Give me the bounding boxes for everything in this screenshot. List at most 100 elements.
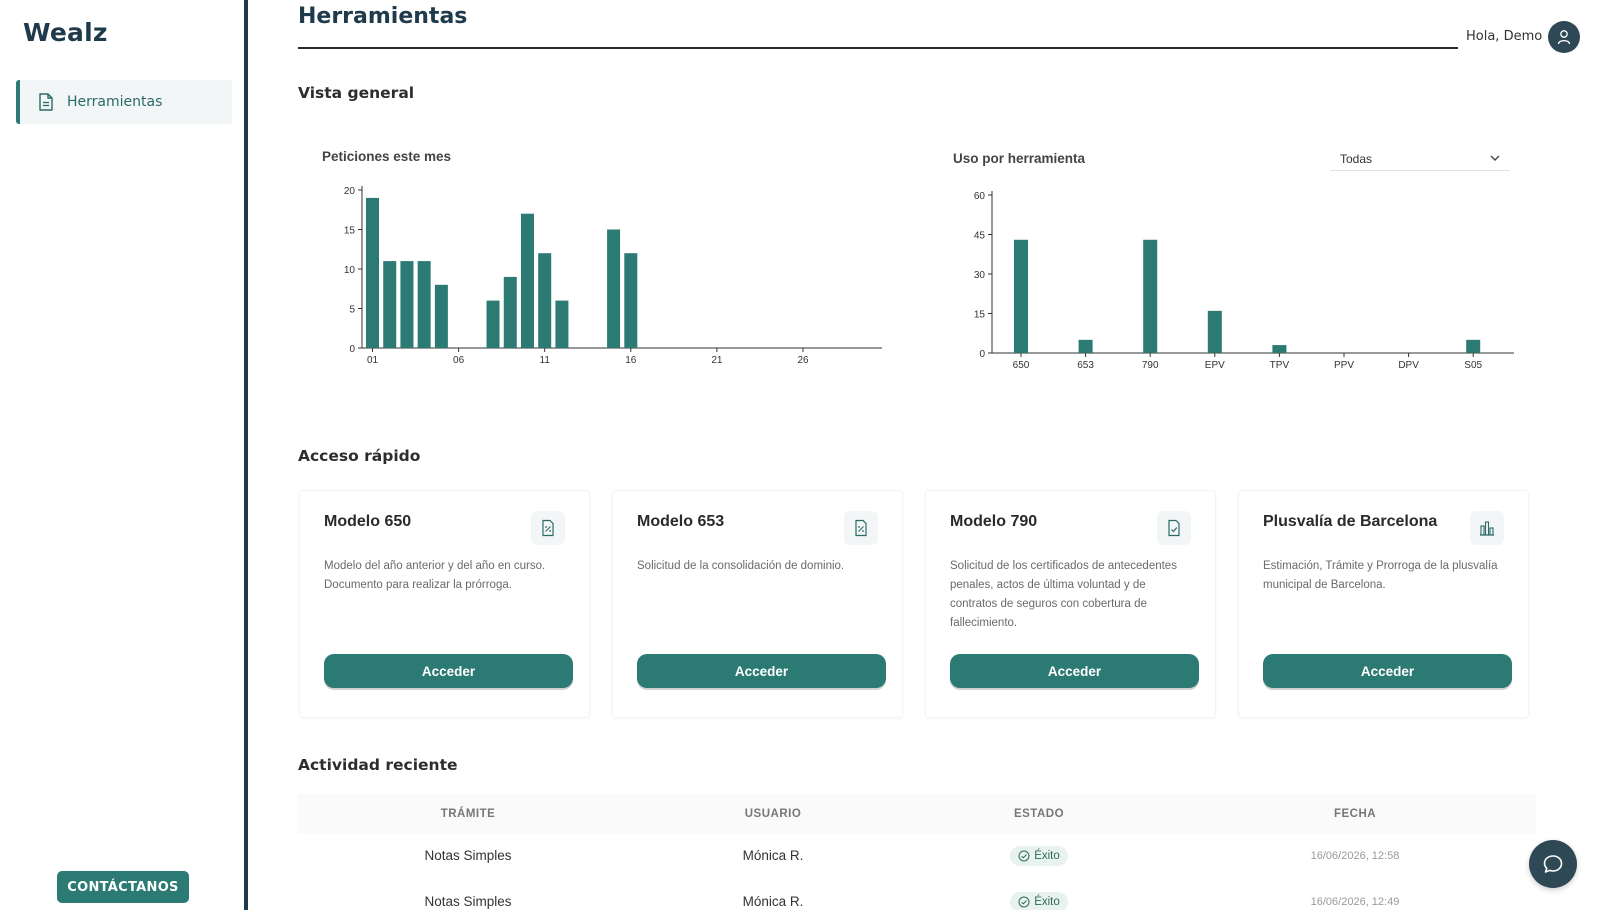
cell-fecha: 16/06/2026, 12:58	[1310, 850, 1400, 862]
table-row[interactable]: Notas Simples Mónica R. Éxito 16/06/2026…	[298, 879, 1536, 910]
card-description: Solicitud de la consolidación de dominio…	[637, 560, 845, 572]
quick-access-card: Modelo 653 Solicitud de la consolidación…	[612, 490, 903, 718]
bar	[434, 284, 448, 348]
chat-bubble-icon	[1543, 855, 1563, 873]
section-overview-title: Vista general	[298, 84, 415, 102]
y-tick-label: 45	[974, 231, 986, 242]
y-tick-label: 5	[349, 305, 355, 316]
chat-button[interactable]	[1529, 840, 1577, 888]
x-tick-label: EPV	[1205, 360, 1225, 371]
bar	[538, 253, 552, 348]
check-circle-icon	[1018, 896, 1030, 908]
bar	[383, 261, 397, 348]
x-tick-label: S05	[1464, 360, 1482, 371]
x-tick-label: 653	[1077, 360, 1094, 371]
card-title: Modelo 790	[950, 513, 1038, 530]
x-tick-label: 16	[625, 355, 637, 366]
x-tick-label: 790	[1142, 360, 1159, 371]
requests-chart-title: Peticiones este mes	[322, 149, 452, 164]
table-row[interactable]: Notas Simples Mónica R. Éxito 16/06/2026…	[298, 833, 1536, 879]
column-header-fecha[interactable]: FECHA	[1333, 808, 1377, 820]
cell-tramite: Notas Simples	[424, 848, 512, 863]
column-header-estado[interactable]: ESTADO	[1013, 808, 1065, 820]
bar	[1207, 310, 1222, 353]
y-tick-label: 60	[974, 191, 986, 202]
section-quick-access-title: Acceso rápido	[298, 447, 421, 465]
x-tick-label: 650	[1013, 360, 1030, 371]
sidebar-item-herramientas[interactable]: Herramientas	[16, 80, 232, 124]
user-icon	[1557, 30, 1571, 45]
acceder-button[interactable]: Acceder	[637, 654, 886, 688]
y-tick-label: 0	[349, 344, 355, 355]
card-title: Plusvalía de Barcelona	[1263, 513, 1438, 530]
bar	[1078, 339, 1093, 353]
contact-button[interactable]: CONTÁCTANOS	[57, 871, 189, 903]
bar	[1466, 339, 1481, 353]
city-chart-icon	[1470, 511, 1504, 545]
card-title: Modelo 653	[637, 513, 725, 530]
y-tick-label: 15	[974, 310, 986, 321]
check-document-icon	[1157, 511, 1191, 545]
percent-document-icon	[531, 511, 565, 545]
bar	[400, 261, 414, 348]
bar	[503, 276, 517, 348]
x-tick-label: 11	[540, 355, 551, 366]
bar	[1143, 239, 1158, 353]
bar	[486, 300, 500, 348]
check-circle-icon	[1018, 850, 1030, 862]
x-tick-label: PPV	[1334, 360, 1354, 371]
document-icon	[39, 93, 53, 111]
y-tick-label: 10	[344, 265, 356, 276]
x-tick-label: TPV	[1270, 360, 1290, 371]
card-description: Solicitud de los certificados de anteced…	[950, 560, 1177, 629]
column-header-usuario[interactable]: USUARIO	[744, 808, 802, 820]
cell-tramite: Notas Simples	[424, 894, 512, 909]
x-tick-label: 01	[367, 355, 379, 366]
y-tick-label: 20	[344, 186, 356, 197]
usage-chart-title: Uso por herramienta	[953, 151, 1086, 166]
brand-logo[interactable]: Wealz	[23, 18, 108, 47]
card-title: Modelo 650	[324, 513, 412, 530]
x-tick-label: 26	[797, 355, 809, 366]
acceder-button[interactable]: Acceder	[324, 654, 573, 688]
card-description: Estimación, Trámite y Prorroga de la plu…	[1263, 560, 1498, 591]
bar	[607, 229, 621, 348]
status-text: Éxito	[1034, 896, 1060, 909]
x-tick-label: 21	[711, 355, 723, 366]
bar	[555, 300, 569, 348]
column-header-tramite[interactable]: TRÁMITE	[440, 808, 496, 820]
quick-access-card: Modelo 650 Modelo del año anterior y del…	[299, 490, 590, 718]
y-tick-label: 30	[974, 270, 986, 281]
usage-chart-card	[934, 130, 1519, 405]
sidebar: Wealz Herramientas CONTÁCTANOS	[0, 0, 248, 910]
status-badge: Éxito	[1010, 892, 1068, 910]
card-description: Modelo del año anterior y del año en cur…	[324, 560, 546, 591]
activity-table-header: TRÁMITE USUARIO ESTADO FECHA	[298, 794, 1536, 834]
chevron-down-icon	[1490, 155, 1500, 161]
bar	[1272, 345, 1287, 353]
section-recent-activity-title: Actividad reciente	[298, 756, 458, 774]
sidebar-item-label: Herramientas	[67, 94, 163, 110]
y-tick-label: 0	[979, 349, 985, 360]
status-badge: Éxito	[1010, 846, 1068, 867]
bar	[1014, 239, 1028, 353]
acceder-button[interactable]: Acceder	[950, 654, 1199, 688]
bar	[366, 197, 379, 348]
bar	[624, 253, 638, 348]
page-title: Herramientas	[298, 4, 468, 29]
usage-bar-chart: 0 15 30 45 60 650 653 790 EPV TPV PPV DPV S05	[974, 191, 1514, 371]
requests-bar-chart: 0 5 10 15 20 01 06 11 16 21 26	[344, 186, 882, 366]
cell-usuario: Mónica R.	[742, 894, 804, 909]
avatar[interactable]	[1548, 21, 1580, 53]
acceder-button[interactable]: Acceder	[1263, 654, 1512, 688]
quick-access-card: Modelo 790 Solicitud de los certificados…	[925, 490, 1216, 718]
cell-estado: Éxito	[939, 833, 1139, 879]
cell-usuario: Mónica R.	[742, 848, 804, 863]
cell-estado: Éxito	[939, 879, 1139, 910]
requests-chart-card	[298, 130, 908, 405]
tool-filter-select[interactable]: Todas	[1330, 147, 1510, 171]
status-text: Éxito	[1034, 850, 1060, 863]
x-tick-label: 06	[453, 355, 465, 366]
quick-access-card: Plusvalía de Barcelona Estimación, Trámi…	[1238, 490, 1529, 718]
x-tick-label: DPV	[1398, 360, 1419, 371]
